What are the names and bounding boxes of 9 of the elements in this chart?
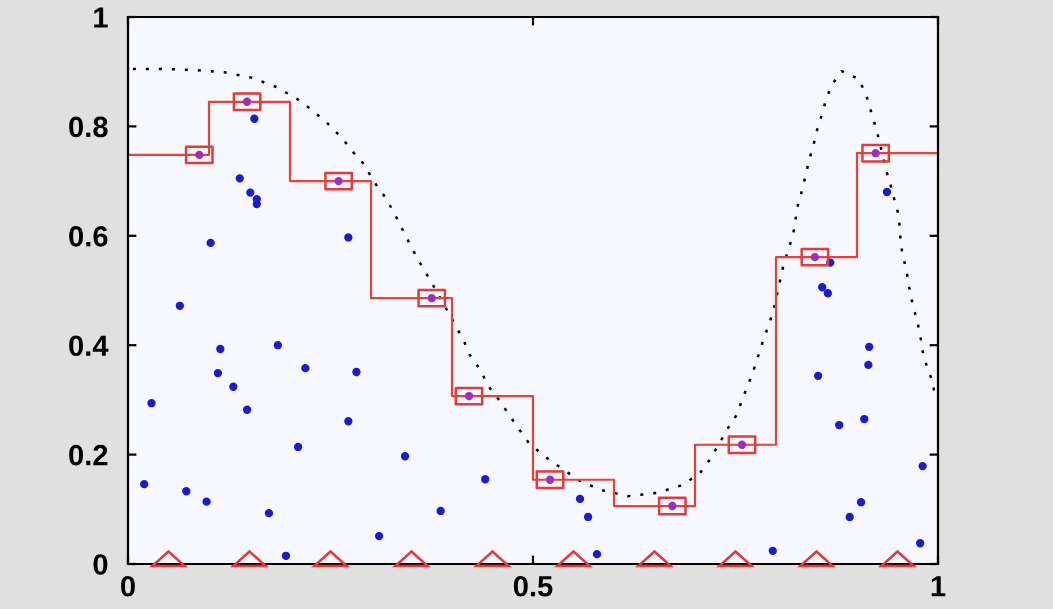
y-tick-label: 0 — [93, 554, 108, 575]
y-tick-label: 0.4 — [69, 335, 109, 357]
x-tick-label: 1 — [931, 576, 946, 597]
y-tick-label: 0.8 — [69, 116, 108, 138]
y-tick-label: 0.2 — [69, 444, 108, 466]
x-tick-label: 0.5 — [513, 575, 553, 597]
x-tick-label: 0 — [121, 575, 135, 597]
y-tick-label: 1 — [94, 7, 108, 28]
y-tick-label: 0.6 — [69, 226, 108, 247]
